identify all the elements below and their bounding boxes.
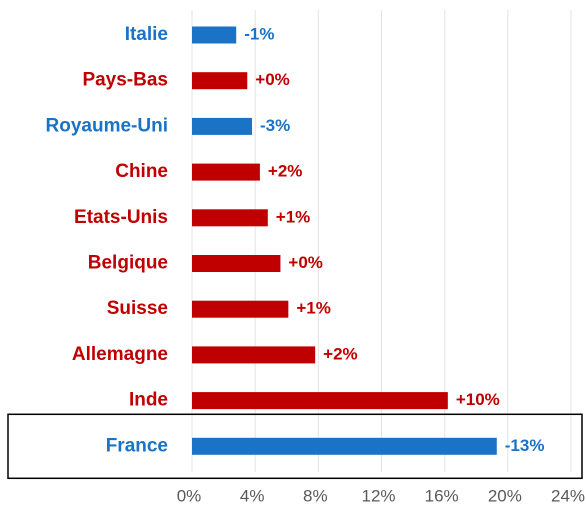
- category-label: Belgique: [88, 253, 168, 274]
- x-tick-label: 4%: [240, 486, 265, 505]
- change-label: -3%: [260, 116, 290, 135]
- category-label: France: [106, 435, 168, 456]
- change-label: +1%: [276, 207, 311, 226]
- change-label: +10%: [456, 390, 500, 409]
- change-label: +2%: [323, 344, 358, 363]
- x-tick-label: 12%: [361, 486, 395, 505]
- category-label: Italie: [125, 24, 168, 45]
- x-tick-label: 20%: [488, 486, 522, 505]
- bar: [192, 26, 237, 44]
- x-tick-label: 8%: [303, 486, 328, 505]
- change-label: -1%: [244, 24, 274, 43]
- bar: [192, 163, 260, 181]
- category-label: Royaume-Uni: [46, 115, 168, 136]
- category-label: Suisse: [107, 298, 168, 319]
- bar: [192, 346, 316, 364]
- bar: [192, 72, 248, 90]
- bar: [192, 437, 497, 455]
- change-label: +0%: [288, 253, 323, 272]
- category-label: Allemagne: [72, 344, 168, 365]
- bar: [192, 392, 448, 410]
- x-tick-label: 0%: [177, 486, 202, 505]
- bar: [192, 117, 253, 135]
- category-label: Chine: [115, 161, 168, 182]
- category-label: Etats-Unis: [74, 207, 168, 228]
- change-label: +2%: [268, 162, 303, 181]
- change-label: -13%: [505, 436, 545, 455]
- highlight-box: [7, 413, 583, 480]
- change-label: +0%: [255, 70, 289, 89]
- x-tick-label: 16%: [425, 486, 459, 505]
- change-label: +1%: [296, 299, 331, 318]
- bar: [192, 209, 268, 227]
- bar: [192, 255, 281, 272]
- x-tick-label: 24%: [551, 486, 585, 505]
- category-label: Inde: [129, 390, 168, 411]
- category-label: Pays-Bas: [82, 70, 168, 91]
- bar: [192, 300, 289, 318]
